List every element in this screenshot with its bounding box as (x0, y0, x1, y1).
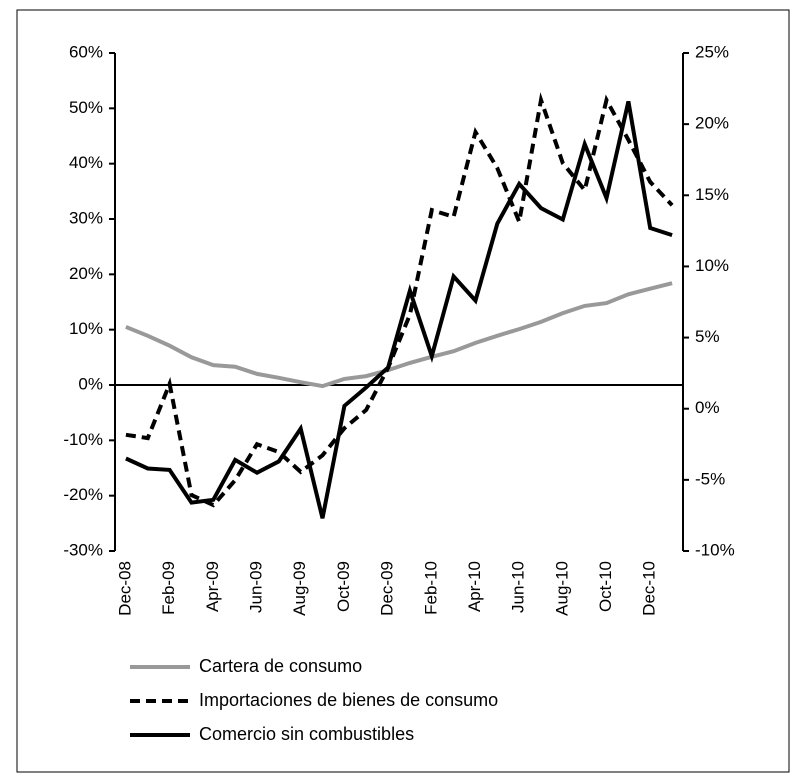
x-tick-label: Oct-10 (596, 561, 615, 612)
legend-label: Comercio sin combustibles (199, 724, 414, 744)
series-line (125, 92, 674, 508)
x-tick-label: Dec-09 (378, 561, 397, 616)
y2-tick-label: 5% (695, 327, 720, 346)
x-tick-label: Aug-09 (290, 561, 309, 616)
x-tick-label: Apr-09 (203, 561, 222, 612)
y-tick-label: 20% (69, 264, 103, 283)
y-tick-label: 50% (69, 98, 103, 117)
x-tick-label: Aug-10 (552, 561, 571, 616)
series-line (125, 281, 673, 389)
series-line (125, 100, 673, 519)
y2-tick-label: 0% (695, 398, 720, 417)
y2-tick-label: -5% (695, 469, 725, 488)
x-tick-label: Jun-10 (509, 561, 528, 613)
y2-tick-label: 10% (695, 256, 729, 275)
legend-label: Importaciones de bienes de consumo (199, 690, 498, 710)
x-tick-label: Apr-10 (465, 561, 484, 612)
x-tick-label: Feb-09 (159, 561, 178, 615)
y-tick-label: 10% (69, 319, 103, 338)
y-tick-label: 0% (78, 374, 103, 393)
y-tick-label: -20% (63, 485, 103, 504)
x-tick-label: Dec-08 (115, 561, 134, 616)
y2-tick-label: 20% (695, 114, 729, 133)
y2-tick-label: -10% (695, 540, 735, 559)
y-tick-label: -10% (63, 430, 103, 449)
y-tick-label: -30% (63, 540, 103, 559)
x-tick-label: Jun-09 (246, 561, 265, 613)
frame (16, 9, 790, 773)
y-tick-label: 30% (69, 208, 103, 227)
x-tick-label: Dec-10 (640, 561, 659, 616)
x-tick-label: Oct-09 (334, 561, 353, 612)
x-tick-label: Feb-10 (421, 561, 440, 615)
y-tick-label: 40% (69, 153, 103, 172)
y2-tick-label: 25% (695, 42, 729, 61)
legend-label: Cartera de consumo (199, 656, 362, 676)
y2-tick-label: 15% (695, 185, 729, 204)
y-tick-label: 60% (69, 42, 103, 61)
